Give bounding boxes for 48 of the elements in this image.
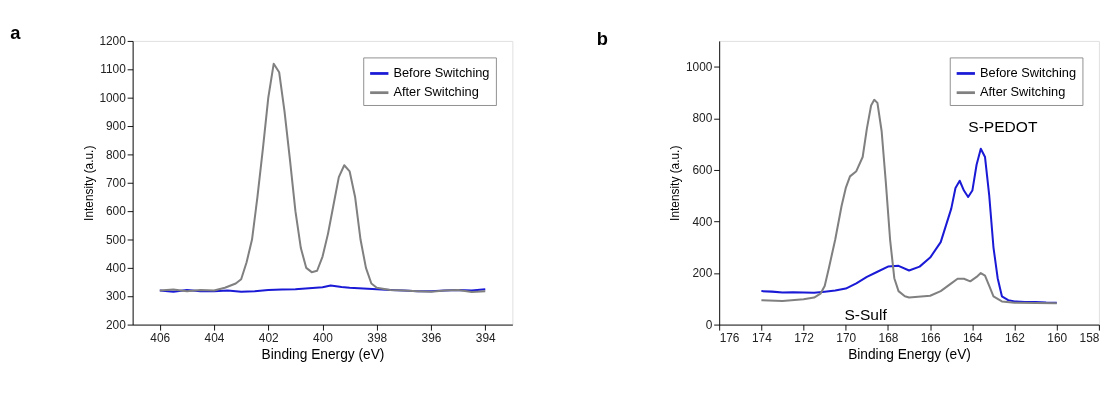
y-tick-label: 400 xyxy=(105,261,127,276)
y-tick-label: 1000 xyxy=(99,90,127,105)
y-tick-label: 300 xyxy=(105,289,127,304)
x-tick-label: 394 xyxy=(475,330,497,345)
y-tick-label: 1200 xyxy=(99,34,127,49)
y-tick-label: 500 xyxy=(105,232,127,247)
x-axis-title: Binding Energy (eV) xyxy=(261,346,385,362)
annotation: S-Sulf xyxy=(844,306,888,324)
y-tick-label: 800 xyxy=(105,147,127,162)
y-tick-label: 600 xyxy=(692,163,713,178)
legend-label: After Switching xyxy=(979,84,1066,100)
x-tick-label: 402 xyxy=(258,330,279,345)
x-tick-label: 172 xyxy=(794,330,814,345)
x-tick-label: 162 xyxy=(1005,330,1025,345)
x-tick-label: 166 xyxy=(920,330,941,345)
x-tick-label: 176 xyxy=(719,330,740,345)
x-tick-label: 400 xyxy=(313,330,334,345)
x-tick-label: 168 xyxy=(878,330,899,345)
x-tick-label: 406 xyxy=(150,330,171,345)
y-tick-label: 1100 xyxy=(100,62,127,77)
legend-label: After Switching xyxy=(393,84,479,100)
y-tick-label: 0 xyxy=(705,317,713,332)
y-axis-title: Intensity (a.u.) xyxy=(81,145,96,221)
y-tick-label: 800 xyxy=(692,111,713,126)
y-tick-label: 200 xyxy=(105,317,127,332)
line-series xyxy=(158,62,487,294)
x-tick-label: 398 xyxy=(367,330,388,345)
x-tick-label: 158 xyxy=(1079,330,1100,345)
y-tick-label: 200 xyxy=(692,266,713,281)
y-axis-title: Intensity (a.u.) xyxy=(668,145,683,221)
x-tick-label: 164 xyxy=(962,330,984,345)
line-series xyxy=(760,98,1058,305)
y-tick-label: 400 xyxy=(692,214,713,229)
y-tick-label: 900 xyxy=(105,119,127,134)
y-tick-label: 1000 xyxy=(685,59,713,74)
annotation: S-PEDOT xyxy=(968,118,1038,136)
x-tick-label: 174 xyxy=(751,330,773,345)
chart-title: a xyxy=(10,22,22,44)
legend-label: Before Switching xyxy=(393,65,490,81)
chart-title: b xyxy=(596,27,608,49)
y-tick-label: 600 xyxy=(105,204,127,219)
x-tick-label: 396 xyxy=(421,330,442,345)
x-tick-label: 404 xyxy=(204,330,225,345)
x-axis-title: Binding Energy (eV) xyxy=(848,346,971,362)
x-tick-label: 170 xyxy=(836,330,857,345)
legend-label: Before Switching xyxy=(979,65,1077,81)
y-tick-label: 700 xyxy=(105,175,127,190)
x-tick-label: 160 xyxy=(1047,330,1068,345)
